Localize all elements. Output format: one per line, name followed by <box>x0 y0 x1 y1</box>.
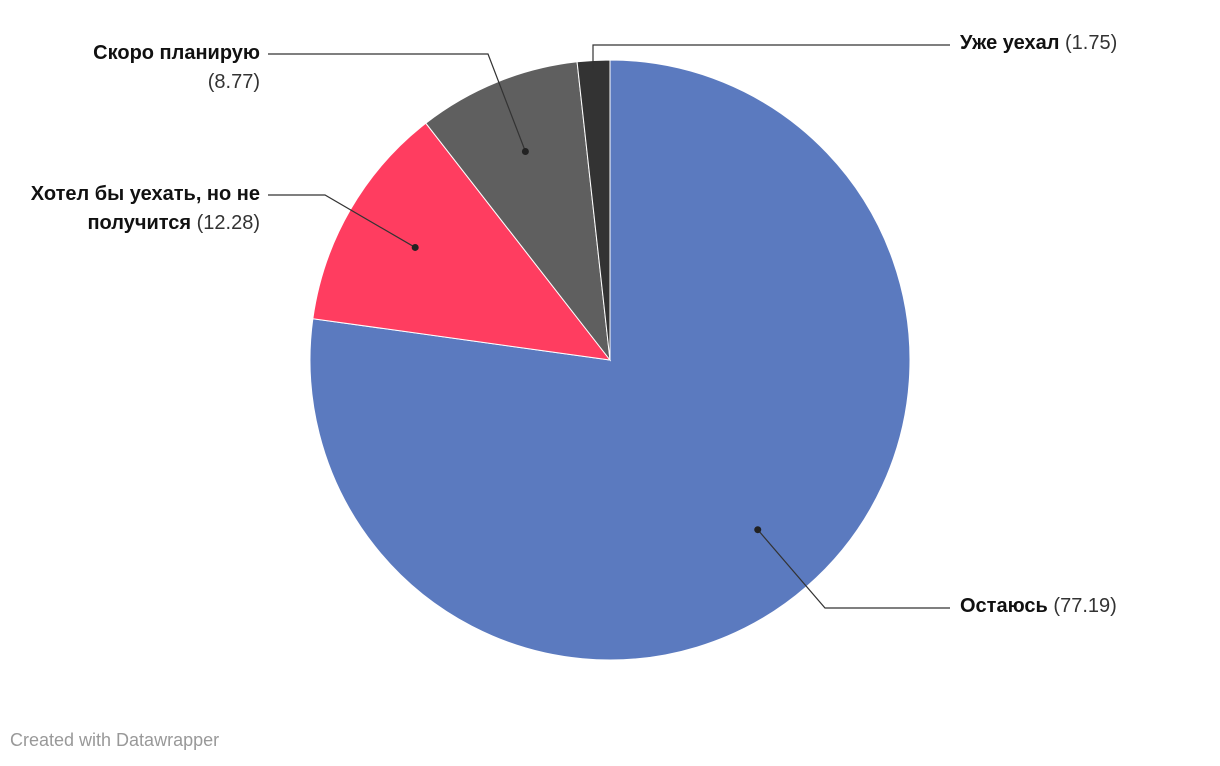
slice-value: (8.77) <box>207 71 260 93</box>
leader-dot <box>411 243 419 251</box>
slice-label: Остаюсь (77.19) <box>960 592 1117 621</box>
leader-line <box>268 194 416 248</box>
pie-slice <box>425 61 611 362</box>
slice-name: Уже уехал <box>960 32 1060 54</box>
slice-label: Хотел бы уехать, но не получится (12.28) <box>15 180 260 238</box>
slice-value: (12.28) <box>196 212 260 234</box>
slice-name: Хотел бы уехать, но не получится <box>30 183 260 234</box>
leader-line <box>268 53 526 152</box>
slice-name: Остаюсь <box>960 595 1048 617</box>
slice-name: Скоро планирую <box>93 42 260 64</box>
slice-label: Скоро планирую (8.77) <box>60 39 260 97</box>
leader-dot <box>521 148 529 156</box>
slice-value: (77.19) <box>1053 595 1117 617</box>
leader-line <box>757 529 950 609</box>
leader-dot <box>754 526 762 534</box>
leader-line <box>592 44 950 70</box>
slice-label: Уже уехал (1.75) <box>960 29 1117 58</box>
credit: Created with Datawrapper <box>10 730 220 750</box>
slice-value: (1.75) <box>1065 32 1118 54</box>
